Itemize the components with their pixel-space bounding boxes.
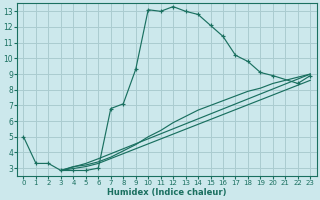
X-axis label: Humidex (Indice chaleur): Humidex (Indice chaleur) (107, 188, 227, 197)
